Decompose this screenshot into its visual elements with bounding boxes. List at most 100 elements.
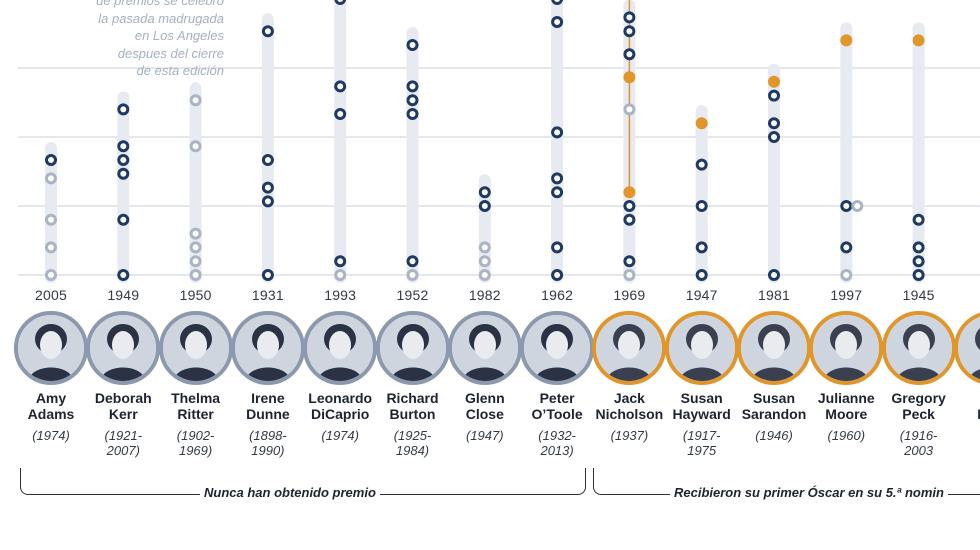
actor-photo (953, 311, 980, 385)
actor-lifespan: (1932- 2013) (518, 428, 596, 458)
nomination-point (117, 213, 130, 226)
actor-lifespan: (1925- 1984) (374, 428, 452, 458)
nomination-point (45, 269, 57, 281)
actor-name-line: Dunne (246, 406, 290, 422)
actor-name-line: Jack (613, 390, 645, 406)
nomination-point (695, 200, 708, 212)
actor-column: 1947 Susan Hayward (1917- 1975 (663, 285, 741, 458)
nomination-point (478, 186, 491, 199)
nomination-point (261, 181, 274, 194)
actor-name: Jack Nicholson (590, 390, 668, 422)
actor-photo (447, 311, 522, 385)
nomination-point (551, 269, 564, 281)
note-line: despues del cierre (117, 45, 224, 61)
portrait-icon (524, 315, 591, 381)
nomination-point (189, 255, 202, 268)
actor-lifespan: (1898- 1990) (229, 428, 307, 458)
nomination-point (840, 200, 853, 212)
group-label-no-award: Nunca han obtenido premio (200, 485, 380, 501)
actor-column: 1945 Gregory Peck (1916- 2003 (880, 285, 958, 458)
actor-column: 1981 Susan Sarandon (1946) (735, 285, 813, 443)
nomination-point (334, 108, 347, 120)
actor-photo (375, 311, 450, 385)
portrait-icon (18, 315, 84, 381)
actor-name-line: Susan (680, 390, 723, 406)
actor-name: Peter O’Toole (518, 390, 596, 422)
actor-column: 19 ShMac (1 (952, 285, 980, 443)
nomination-point (261, 25, 274, 38)
actor-column: 1997 Julianne Moore (1960) (807, 285, 885, 443)
first-nomination-year: 1950 (179, 287, 212, 303)
nomination-point (912, 241, 925, 254)
nomination-point (623, 48, 636, 61)
actor-name: Richard Burton (374, 390, 452, 422)
first-nomination-year: 1993 (324, 287, 357, 303)
chart-note: de premios se celebró la pasada madrugad… (40, 0, 224, 80)
actor-name-line: Hayward (672, 406, 731, 422)
actor-name: Gregory Peck (880, 390, 958, 422)
nomination-point (45, 172, 57, 185)
nomination-point (406, 94, 419, 107)
nomination-point (623, 269, 636, 281)
nomination-point (189, 241, 202, 254)
actor-column: 1950 Thelma Ritter (1902- 1969) (157, 285, 235, 458)
nomination-point (45, 154, 57, 166)
nomination-point (189, 269, 202, 281)
note-line: de esta edición (136, 63, 224, 78)
nomination-point (261, 154, 274, 166)
actor-life-line: 1975 (687, 443, 717, 458)
actor-life-line: (1898- (249, 428, 287, 443)
award-point (623, 71, 636, 84)
first-nomination-year: 19 (952, 285, 980, 305)
portrait-icon (90, 315, 157, 381)
nomination-point (623, 25, 636, 38)
first-nomination-year: 1947 (685, 287, 718, 303)
first-nomination-year: 1969 (613, 287, 646, 303)
actor-life-line: (1946) (755, 428, 793, 443)
portrait-icon (451, 315, 518, 381)
nomination-point (551, 186, 564, 199)
chart-plot (18, 0, 980, 283)
nomination-point (189, 94, 202, 107)
portrait-icon (234, 315, 301, 381)
actor-photo (881, 311, 956, 385)
actor-lifespan: (1960) (807, 428, 885, 443)
award-point (695, 117, 708, 130)
actor-life-line: (1917- (682, 428, 721, 443)
note-line: la pasada madrugada (98, 10, 224, 26)
actor-life-line: (1960) (827, 428, 866, 443)
nomination-point (851, 200, 864, 212)
actor-photo (14, 311, 88, 385)
actor-life-line: (1916- (899, 428, 938, 443)
first-nomination-year: 1945 (902, 287, 935, 303)
nomination-point (768, 269, 780, 281)
first-nomination-year: 1949 (107, 287, 140, 303)
actor-life-line: 2003 (904, 443, 934, 458)
note-line: en Los Angeles (134, 28, 224, 43)
nomination-point (406, 39, 419, 51)
nomination-point (261, 269, 274, 281)
actor-column: 1982 Glenn Close (1947) (446, 285, 524, 443)
actor-life-line: (1932- (538, 428, 576, 443)
actor-column: 1949 Deborah Kerr (1921- 2007) (84, 285, 162, 458)
actor-life-line: (1925- (393, 428, 432, 443)
nomination-point (334, 0, 347, 5)
nomination-point (623, 200, 636, 212)
actor-column: 1962 Peter O’Toole (1932- 2013) (518, 285, 596, 458)
actor-lifespan: (1917- 1975 (663, 428, 741, 458)
actor-name: ShMac (952, 390, 980, 422)
actor-name-line: Julianne (817, 390, 875, 406)
actor-name-line: Gregory (891, 390, 946, 406)
actor-name-line: Close (465, 406, 504, 422)
actor-life-line: 1990) (251, 443, 285, 458)
nomination-point (117, 140, 130, 153)
actor-life-line: (1 (952, 428, 980, 443)
actor-name-line: Mac (952, 406, 980, 422)
nomination-point (117, 269, 130, 281)
actor-name-line: Amy (35, 390, 67, 406)
nomination-point (840, 269, 853, 281)
actor-name-line: Moore (825, 406, 868, 422)
actor-life-line: 1969) (178, 443, 213, 458)
portrait-icon (741, 315, 807, 381)
first-nomination-year: 1931 (251, 287, 284, 303)
